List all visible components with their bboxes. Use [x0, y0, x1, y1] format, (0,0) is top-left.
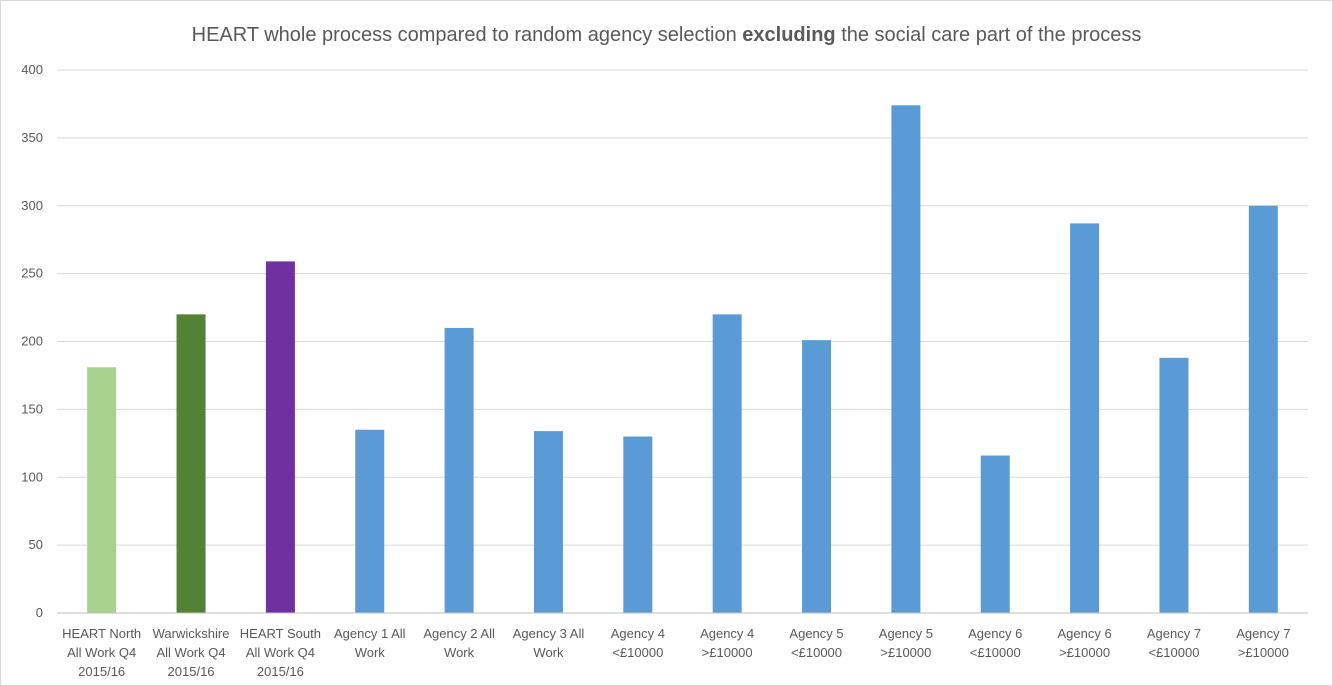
x-category-label: Agency 5 >£10000	[879, 626, 933, 660]
bar	[712, 314, 742, 613]
bar	[1248, 205, 1278, 613]
x-category-label: Agency 2 All Work	[423, 626, 495, 660]
x-category-label: Agency 7 <£10000	[1147, 626, 1201, 660]
x-category-label: HEART North All Work Q4 2015/16	[62, 626, 141, 679]
x-category-label: HEART South All Work Q4 2015/16	[240, 626, 321, 679]
gridlines	[57, 69, 1308, 546]
bar	[533, 431, 563, 613]
y-axis-tick-labels: 0 50 100 150 200 250 300 350 400	[21, 62, 43, 620]
bar	[623, 436, 653, 613]
x-axis-category-labels: HEART North All Work Q4 2015/16Warwickshir…	[62, 626, 1290, 679]
bar	[891, 105, 921, 614]
chart-title-bold: excluding	[742, 24, 836, 46]
bar	[802, 340, 832, 613]
x-category-label: Agency 6 <£10000	[968, 626, 1022, 660]
y-tick-label: 300	[21, 198, 43, 213]
y-tick-label: 200	[21, 334, 43, 349]
x-category-label: Warwickshire All Work Q4 2015/16	[153, 626, 230, 679]
bar	[176, 314, 206, 613]
chart-title-after: the social care part of the process	[835, 24, 1142, 46]
y-tick-label: 50	[29, 537, 43, 552]
bar	[1159, 357, 1189, 613]
y-tick-label: 350	[21, 130, 43, 145]
x-category-label: Agency 7 >£10000	[1236, 626, 1290, 660]
bars	[87, 105, 1278, 614]
y-tick-label: 250	[21, 266, 43, 281]
bar	[265, 261, 295, 613]
y-tick-label: 0	[36, 605, 43, 620]
x-category-label: Agency 4 >£10000	[700, 626, 754, 660]
x-category-label: Agency 5 <£10000	[789, 626, 843, 660]
bar	[87, 367, 117, 613]
x-category-label: Agency 3 All Work	[513, 626, 585, 660]
y-tick-label: 400	[21, 62, 43, 77]
bar	[1070, 223, 1100, 613]
bar	[355, 429, 385, 613]
x-category-label: Agency 1 All Work	[334, 626, 406, 660]
x-category-label: Agency 4 <£10000	[611, 626, 665, 660]
y-tick-label: 100	[21, 469, 43, 484]
bar	[444, 327, 474, 613]
x-category-label: Agency 6 >£10000	[1058, 626, 1112, 660]
chart-title-before: HEART whole process compared to random a…	[191, 24, 743, 46]
bar	[980, 455, 1010, 613]
y-tick-label: 150	[21, 401, 43, 416]
chart-title: HEART whole process compared to random a…	[0, 24, 1333, 47]
